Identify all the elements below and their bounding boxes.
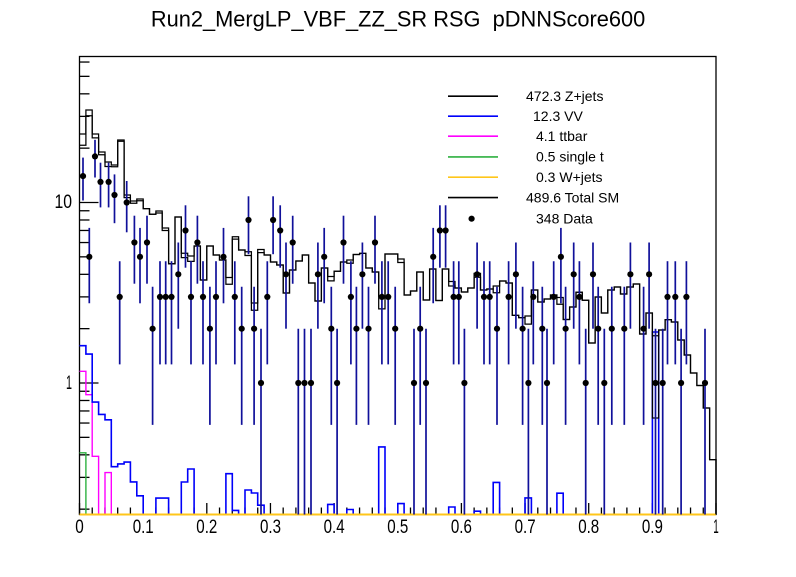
svg-text:0.5: 0.5 <box>387 517 408 538</box>
svg-text:Run2_MergLP_VBF_ZZ_SR RSG pDN: Run2_MergLP_VBF_ZZ_SR RSG pDNNScore600 <box>151 7 645 32</box>
svg-text:0.5 single t: 0.5 single t <box>536 149 604 165</box>
svg-text:0.2: 0.2 <box>196 517 217 538</box>
svg-text:0.8: 0.8 <box>578 517 599 538</box>
svg-text:0.1: 0.1 <box>133 517 154 538</box>
svg-text:489.6 Total SM: 489.6 Total SM <box>526 189 619 205</box>
svg-text:0: 0 <box>75 517 84 538</box>
svg-text:0.9: 0.9 <box>642 517 663 538</box>
svg-text:1: 1 <box>66 373 72 394</box>
svg-text:472.3 Z+jets: 472.3 Z+jets <box>526 88 603 104</box>
svg-text:348 Data: 348 Data <box>536 211 593 227</box>
svg-text:12.3 VV: 12.3 VV <box>533 108 583 124</box>
svg-text:4.1 ttbar: 4.1 ttbar <box>536 128 588 144</box>
svg-text:0.7: 0.7 <box>515 517 536 538</box>
svg-text:0.3 W+jets: 0.3 W+jets <box>536 169 603 185</box>
svg-text:0.6: 0.6 <box>451 517 472 538</box>
svg-text:0.3: 0.3 <box>260 517 281 538</box>
svg-text:10: 10 <box>55 192 73 213</box>
svg-text:0.4: 0.4 <box>324 517 345 538</box>
svg-text:1: 1 <box>713 517 719 538</box>
